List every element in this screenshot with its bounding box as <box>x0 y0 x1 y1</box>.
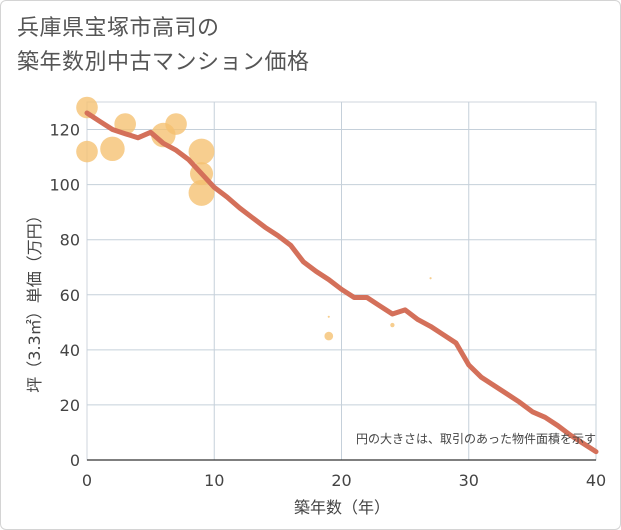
bubble-size-note: 円の大きさは、取引のあった物件面積を示す <box>356 431 596 446</box>
x-axis-label: 築年数（年） <box>294 498 390 517</box>
bubble-point <box>390 322 395 328</box>
trend-line <box>84 110 599 455</box>
bubble-point <box>165 113 187 135</box>
bubble-point <box>429 277 432 280</box>
grid <box>86 101 597 461</box>
y-tick-label: 80 <box>60 231 80 250</box>
bubble-point <box>324 331 334 341</box>
title-line-2: 築年数別中古マンション価格 <box>17 50 310 75</box>
y-tick-label: 0 <box>70 451 80 470</box>
y-axis-label: 坪（3.3㎡）単価（万円） <box>25 207 44 392</box>
axes: 0 10 20 30 40 0 20 40 60 80 100 120 <box>49 121 606 490</box>
trend-layer <box>84 110 599 455</box>
x-tick-label: 30 <box>459 471 479 490</box>
chart-title: 兵庫県宝塚市高司の 築年数別中古マンション価格 <box>17 12 310 80</box>
bubble-point <box>327 315 330 318</box>
title-line-1: 兵庫県宝塚市高司の <box>17 16 220 41</box>
y-tick-label: 60 <box>60 286 80 305</box>
bubble-point <box>76 140 98 163</box>
bubble-point <box>188 179 215 206</box>
x-tick-label: 0 <box>82 471 92 490</box>
x-tick-label: 10 <box>204 471 224 490</box>
y-tick-label: 20 <box>60 396 80 415</box>
y-tick-label: 100 <box>49 176 80 195</box>
x-tick-label: 20 <box>331 471 351 490</box>
bubble-point <box>76 96 98 119</box>
bubble-point <box>188 138 215 165</box>
y-tick-label: 40 <box>60 341 80 360</box>
x-tick-label: 40 <box>586 471 606 490</box>
y-tick-label: 120 <box>49 121 80 140</box>
bubble-point <box>100 136 125 162</box>
